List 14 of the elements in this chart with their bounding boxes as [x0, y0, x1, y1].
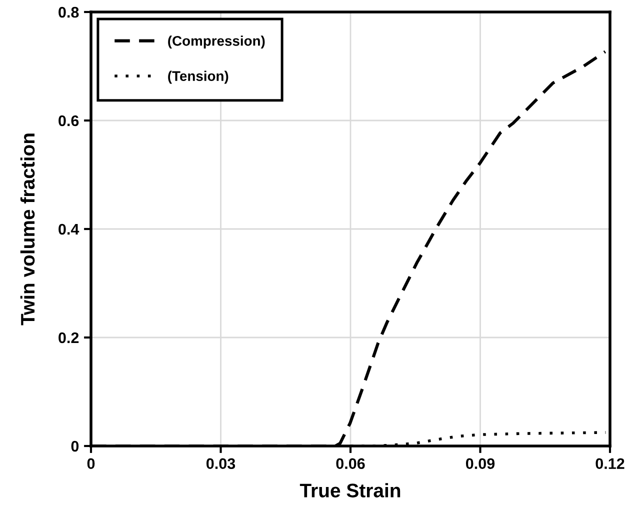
x-tick-label: 0 — [87, 458, 95, 470]
y-tick-label: 0.8 — [58, 6, 79, 18]
y-tick-label: 0.2 — [58, 332, 79, 344]
legend-label: (Tension) — [168, 70, 228, 84]
y-axis-title: Twin volume fraction — [20, 134, 35, 326]
x-tick-label: 0.03 — [206, 458, 236, 470]
y-tick-label: 0 — [71, 440, 79, 452]
x-axis-title: True Strain — [300, 483, 400, 498]
y-tick-label: 0.6 — [58, 115, 79, 126]
legend-label: (Compression) — [168, 36, 265, 49]
x-tick-label: 0.12 — [596, 458, 624, 470]
x-tick-label: 0.06 — [336, 458, 365, 470]
y-tick-label: 0.4 — [58, 224, 80, 235]
x-tick-label: 0.09 — [466, 458, 495, 470]
